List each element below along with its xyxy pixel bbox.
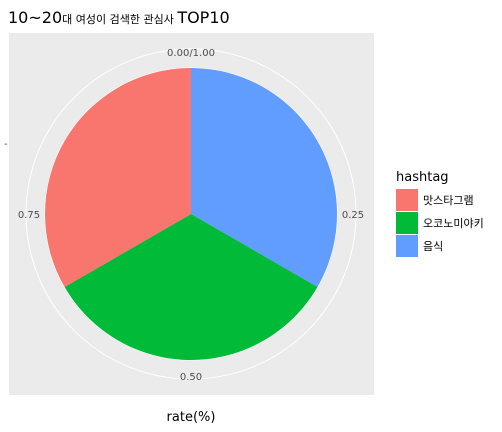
legend-label: 맛스타그램 <box>423 194 474 207</box>
slices <box>45 68 337 360</box>
legend-swatch <box>396 189 418 211</box>
theta-tick-label: 0.25 <box>342 210 364 221</box>
pie-slice-3 <box>45 68 192 288</box>
theta-tick-labels: 0.00/1.00 0.25 0.50 0.75 <box>18 48 364 383</box>
theta-tick-label: 0.00/1.00 <box>167 48 215 59</box>
outer-grid-ring <box>25 48 357 380</box>
legend-swatch <box>396 212 418 234</box>
legend-label: 음식 <box>423 240 443 253</box>
theta-tick-label: 0.75 <box>18 210 40 221</box>
pie-slice-1 <box>191 68 337 287</box>
y-tick-label: - <box>4 139 8 150</box>
theta-tick-label: 0.50 <box>180 372 202 383</box>
chart-title: 10~20대 여성이 검색한 관심사 TOP10 <box>8 8 230 27</box>
legend-label: 오코노미야키 <box>423 217 484 230</box>
x-axis-title: rate(%) <box>167 410 216 425</box>
legend-title: hashtag <box>396 170 449 185</box>
pie-slice-2 <box>64 214 318 360</box>
legend-swatch <box>396 235 418 257</box>
